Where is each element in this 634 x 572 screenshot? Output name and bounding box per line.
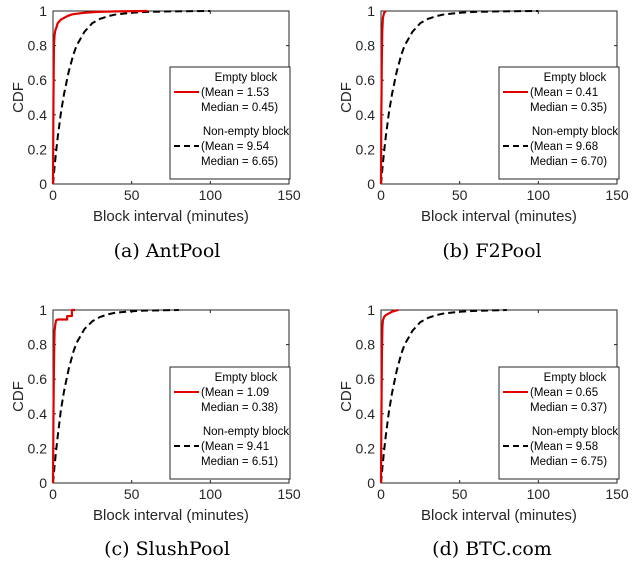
legend-mean-non-empty: (Mean = 9.58: [530, 441, 598, 453]
y-tick-label: 0.4: [356, 107, 376, 123]
non-empty-block-line-a: [52, 10, 211, 185]
y-axis-label-a: CDF: [10, 82, 27, 113]
y-axis-label-d: CDF: [338, 381, 355, 412]
legend-box-d: [498, 366, 620, 480]
legend-mean-non-empty: (Mean = 9.54: [201, 141, 270, 153]
legend-mean-empty: (Mean = 0.65: [530, 387, 598, 399]
y-tick-label: 0.8: [356, 337, 376, 353]
legend-box-b: [498, 66, 620, 180]
caption-b: (b) F2Pool: [442, 240, 542, 262]
legend-label-empty: Empty block: [215, 72, 278, 84]
x-tick-label: 100: [527, 486, 551, 502]
legend-label-non-empty: Non-empty block: [203, 426, 290, 438]
legend-median-empty: Median = 0.45): [201, 102, 278, 114]
x-tick-label: 0: [377, 187, 385, 203]
y-axis-label-b: CDF: [338, 82, 355, 113]
y-tick-label: 0.6: [28, 371, 48, 387]
legend-median-non-empty: Median = 6.65): [201, 156, 278, 168]
y-tick-label: 0: [367, 176, 375, 192]
legend-mean-non-empty: (Mean = 9.68: [530, 141, 598, 153]
y-tick-label: 0.6: [356, 371, 376, 387]
legend-median-empty: Median = 0.35): [530, 102, 607, 114]
legend-median-non-empty: Median = 6.70): [530, 156, 607, 168]
x-tick-label: 0: [49, 187, 57, 203]
non-empty-block-line-c: [52, 309, 179, 484]
x-tick-label: 50: [124, 486, 140, 502]
x-tick-label: 150: [605, 187, 629, 203]
y-tick-label: 0.2: [356, 440, 376, 456]
y-tick-label: 0.8: [28, 337, 48, 353]
non-empty-block-line-d: [380, 309, 507, 484]
x-tick-label: 100: [199, 486, 223, 502]
x-tick-label: 150: [605, 486, 629, 502]
x-axis-label-a: Block interval (minutes): [93, 208, 249, 225]
legend-median-non-empty: Median = 6.51): [201, 456, 278, 468]
legend-median-empty: Median = 0.38): [201, 402, 278, 414]
legend-label-non-empty: Non-empty block: [532, 126, 619, 138]
legend-mean-empty: (Mean = 0.41: [530, 87, 598, 99]
y-tick-label: 0.6: [356, 72, 376, 88]
y-tick-label: 1: [39, 3, 47, 19]
non-empty-block-line-b: [380, 10, 539, 185]
x-axis-label-c: Block interval (minutes): [93, 507, 249, 524]
x-axis-label-d: Block interval (minutes): [421, 507, 577, 524]
y-tick-label: 0.4: [28, 406, 48, 422]
y-tick-label: 0.6: [28, 72, 48, 88]
x-tick-label: 50: [124, 187, 140, 203]
legend-label-non-empty: Non-empty block: [532, 426, 619, 438]
x-tick-label: 150: [277, 486, 301, 502]
y-tick-label: 0: [367, 475, 375, 491]
x-tick-label: 0: [377, 486, 385, 502]
legend-median-empty: Median = 0.37): [530, 402, 607, 414]
legend-box-a: [169, 66, 291, 180]
x-tick-label: 150: [277, 187, 301, 203]
y-tick-label: 0: [39, 176, 47, 192]
y-tick-label: 0.8: [356, 38, 376, 54]
x-axis-label-b: Block interval (minutes): [421, 208, 577, 225]
caption-c: (c) SlushPool: [104, 538, 230, 560]
x-tick-label: 50: [452, 486, 468, 502]
y-tick-label: 1: [367, 302, 375, 318]
y-tick-label: 0: [39, 475, 47, 491]
empty-block-line-d: [379, 308, 399, 484]
y-tick-label: 0.8: [28, 38, 48, 54]
legend-mean-non-empty: (Mean = 9.41: [201, 441, 269, 453]
caption-d: (d) BTC.com: [432, 538, 552, 560]
legend-mean-empty: (Mean = 1.53: [201, 87, 269, 99]
x-tick-label: 100: [527, 187, 551, 203]
y-tick-label: 0.4: [28, 107, 48, 123]
y-tick-label: 0.2: [356, 141, 376, 157]
x-tick-label: 100: [199, 187, 223, 203]
x-tick-label: 0: [49, 486, 57, 502]
legend-box-c: [169, 366, 291, 480]
legend-label-empty: Empty block: [215, 372, 278, 384]
x-tick-label: 50: [452, 187, 468, 203]
y-tick-label: 0.2: [28, 440, 48, 456]
legend-label-non-empty: Non-empty block: [203, 126, 290, 138]
legend-mean-empty: (Mean = 1.09: [201, 387, 269, 399]
y-axis-label-c: CDF: [10, 381, 27, 412]
legend-median-non-empty: Median = 6.75): [530, 456, 607, 468]
caption-a: (a) AntPool: [113, 240, 221, 262]
y-tick-label: 1: [39, 302, 47, 318]
y-tick-label: 0.4: [356, 406, 376, 422]
y-tick-label: 0.2: [28, 141, 48, 157]
empty-block-line-c: [51, 308, 76, 484]
legend-label-empty: Empty block: [544, 372, 607, 384]
empty-block-line-a: [51, 9, 148, 185]
empty-block-line-b: [379, 10, 387, 185]
y-tick-label: 1: [367, 3, 375, 19]
legend-label-empty: Empty block: [544, 72, 607, 84]
